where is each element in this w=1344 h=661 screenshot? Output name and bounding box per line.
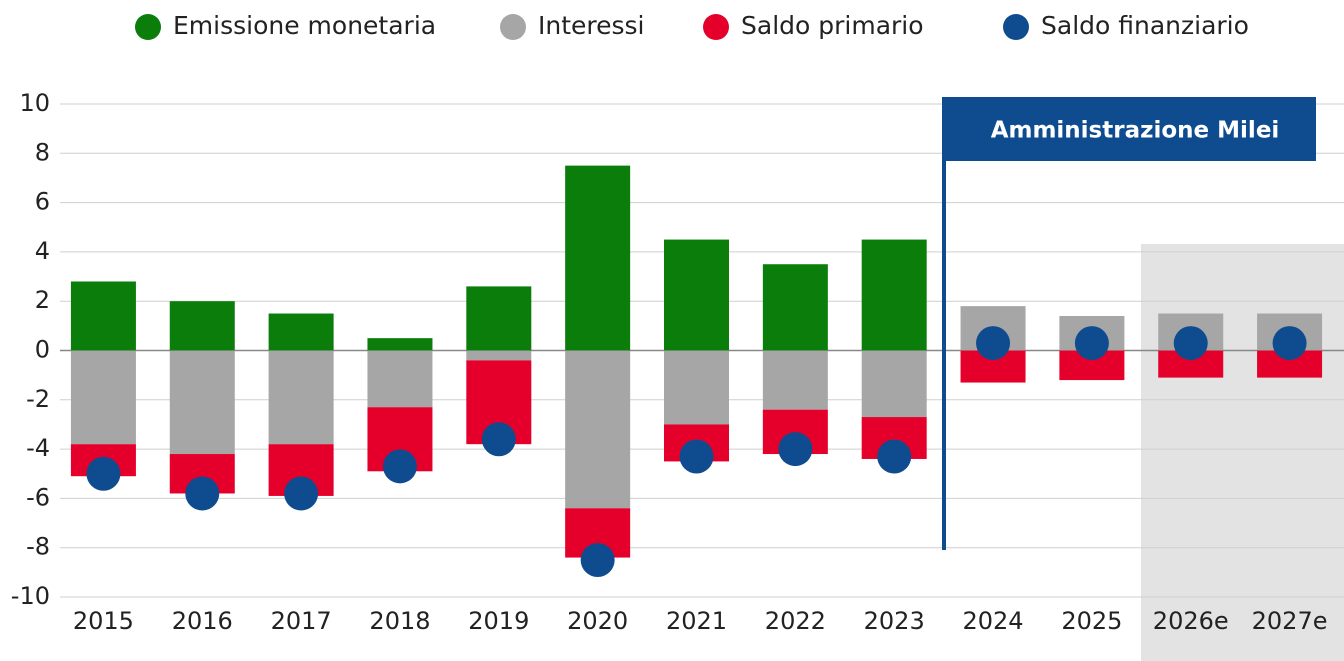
dot — [1074, 326, 1109, 361]
bar — [169, 350, 235, 455]
x-tick-label: 2027e — [1252, 607, 1328, 635]
dot — [976, 326, 1011, 361]
x-tick-label: 2024 — [962, 607, 1023, 635]
dot — [481, 422, 516, 457]
annotation-box — [944, 97, 1316, 161]
legend-label: Interessi — [538, 11, 645, 40]
bar — [70, 281, 136, 351]
bar — [664, 239, 729, 351]
x-tick-label: 2026e — [1153, 607, 1229, 635]
bar — [762, 264, 828, 351]
x-tick-label: 2016 — [172, 607, 233, 635]
dot — [185, 476, 220, 511]
bar — [268, 313, 334, 351]
y-tick-label: 2 — [35, 286, 50, 314]
x-tick-label: 2018 — [369, 607, 430, 635]
forecast-shade — [1141, 244, 1344, 661]
x-tick-label: 2019 — [468, 607, 529, 635]
x-tick-label: 2015 — [73, 607, 134, 635]
bar — [565, 350, 631, 509]
bar — [861, 350, 927, 418]
x-tick-label: 2025 — [1061, 607, 1122, 635]
legend-label: Saldo finanziario — [1041, 11, 1249, 40]
dot — [1173, 326, 1208, 361]
y-tick-label: 8 — [35, 138, 50, 166]
legend-label: Saldo primario — [741, 11, 924, 40]
dot — [1272, 326, 1307, 361]
y-tick-label: 10 — [19, 89, 50, 117]
legend-marker — [135, 14, 161, 40]
y-tick-label: -4 — [26, 434, 50, 462]
y-tick-label: -2 — [26, 385, 50, 413]
bar — [70, 350, 136, 445]
dot — [877, 439, 912, 474]
bar — [565, 165, 631, 351]
x-tick-label: 2020 — [567, 607, 628, 635]
y-tick-label: 4 — [35, 237, 50, 265]
legend-label: Emissione monetaria — [173, 11, 436, 40]
bar — [762, 350, 828, 410]
dot — [580, 543, 615, 578]
legend-marker — [703, 14, 729, 40]
bar — [664, 350, 729, 425]
dot — [382, 449, 417, 484]
dot — [778, 432, 813, 467]
bar — [169, 301, 235, 351]
bar — [367, 350, 433, 408]
y-tick-label: -6 — [26, 483, 50, 511]
bar — [466, 350, 532, 361]
y-tick-label: -8 — [26, 533, 50, 561]
y-tick-label: 0 — [35, 336, 50, 364]
bar — [367, 338, 433, 351]
x-tick-label: 2022 — [765, 607, 826, 635]
legend-marker — [500, 14, 526, 40]
dot — [284, 476, 319, 511]
dot — [86, 456, 121, 491]
y-tick-label: 6 — [35, 188, 50, 216]
x-tick-label: 2023 — [864, 607, 925, 635]
legend-marker — [1003, 14, 1029, 40]
bar — [466, 286, 532, 351]
dot — [679, 439, 714, 474]
bar — [861, 239, 927, 351]
x-tick-label: 2021 — [666, 607, 727, 635]
y-tick-label: -10 — [11, 582, 50, 610]
annotation: Amministrazione Milei — [991, 118, 1280, 144]
bar — [268, 350, 334, 445]
x-tick-label: 2017 — [271, 607, 332, 635]
